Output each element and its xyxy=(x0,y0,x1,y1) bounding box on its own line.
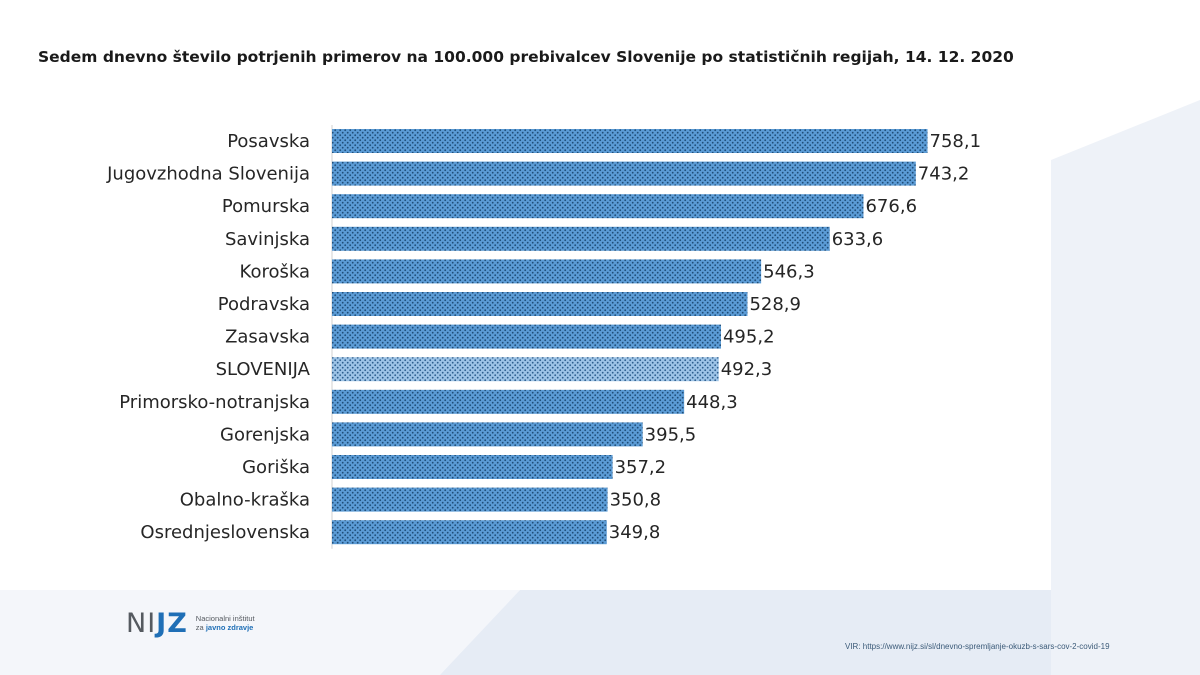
data-label: 495,2 xyxy=(723,327,775,348)
category-label: Zasavska xyxy=(225,327,310,348)
category-label: Posavska xyxy=(227,131,310,152)
chart-card: Sedem dnevno število potrjenih primerov … xyxy=(14,14,1051,590)
logo-line1: Nacionalni inštitut xyxy=(195,614,255,623)
bars: Posavska 758,1 Jugovzhodna Slovenija 743,2 P… xyxy=(106,125,981,549)
category-label: Savinjska xyxy=(225,229,310,250)
chart-title: Sedem dnevno število potrjenih primerov … xyxy=(38,48,1014,66)
logo-mark-accent: JZ xyxy=(156,607,188,639)
category-label: Goriška xyxy=(242,457,310,478)
data-label: 528,9 xyxy=(749,294,801,315)
logo-mark: NIJZ xyxy=(126,608,188,639)
category-label: Koroška xyxy=(240,261,310,282)
bar xyxy=(332,422,643,447)
category-label: Gorenjska xyxy=(220,424,310,445)
category-label: Obalno-kraška xyxy=(180,490,310,511)
bar xyxy=(332,455,613,479)
bar-highlight xyxy=(332,357,719,382)
bar-chart: Posavska 758,1 Jugovzhodna Slovenija 743,2 P… xyxy=(106,125,981,549)
logo-line2: za javno zdravje xyxy=(196,623,255,632)
category-label: Podravska xyxy=(218,294,310,315)
category-label: SLOVENIJA xyxy=(216,359,311,380)
source-link[interactable]: VIR: https://www.nijz.si/sl/dnevno-sprem… xyxy=(845,642,1110,651)
bar xyxy=(332,226,830,251)
bar xyxy=(332,520,607,545)
data-label: 395,5 xyxy=(645,424,697,445)
nijz-logo: NIJZ Nacionalni inštitut za javno zdravj… xyxy=(126,606,255,640)
background-shape-right xyxy=(1051,100,1200,675)
bar xyxy=(332,389,685,414)
bar xyxy=(332,324,721,349)
bar xyxy=(332,194,864,219)
bar xyxy=(332,292,748,316)
bar xyxy=(332,129,928,153)
bar xyxy=(332,161,916,186)
data-label: 743,2 xyxy=(918,164,970,185)
logo-line2-strong: javno zdravje xyxy=(205,623,254,632)
logo-line2-prefix: za xyxy=(195,623,204,632)
category-label: Primorsko-notranjska xyxy=(119,392,310,413)
data-label: 676,6 xyxy=(865,196,917,217)
data-label: 350,8 xyxy=(610,490,662,511)
data-label: 758,1 xyxy=(930,131,982,152)
data-label: 492,3 xyxy=(721,359,773,380)
data-label: 633,6 xyxy=(832,229,884,250)
data-label: 349,8 xyxy=(609,522,661,543)
bar xyxy=(332,487,608,512)
background-shape-bottom xyxy=(420,590,1051,675)
data-label: 448,3 xyxy=(686,392,738,413)
category-label: Jugovzhodna Slovenija xyxy=(106,164,310,185)
logo-mark-left: NI xyxy=(126,607,157,639)
category-label: Osrednjeslovenska xyxy=(140,522,310,543)
data-label: 357,2 xyxy=(615,457,667,478)
data-label: 546,3 xyxy=(763,261,815,282)
background-shape-bottom-left xyxy=(0,590,520,675)
bar xyxy=(332,259,762,284)
category-label: Pomurska xyxy=(222,196,310,217)
logo-text: Nacionalni inštitut za javno zdravje xyxy=(196,614,255,632)
